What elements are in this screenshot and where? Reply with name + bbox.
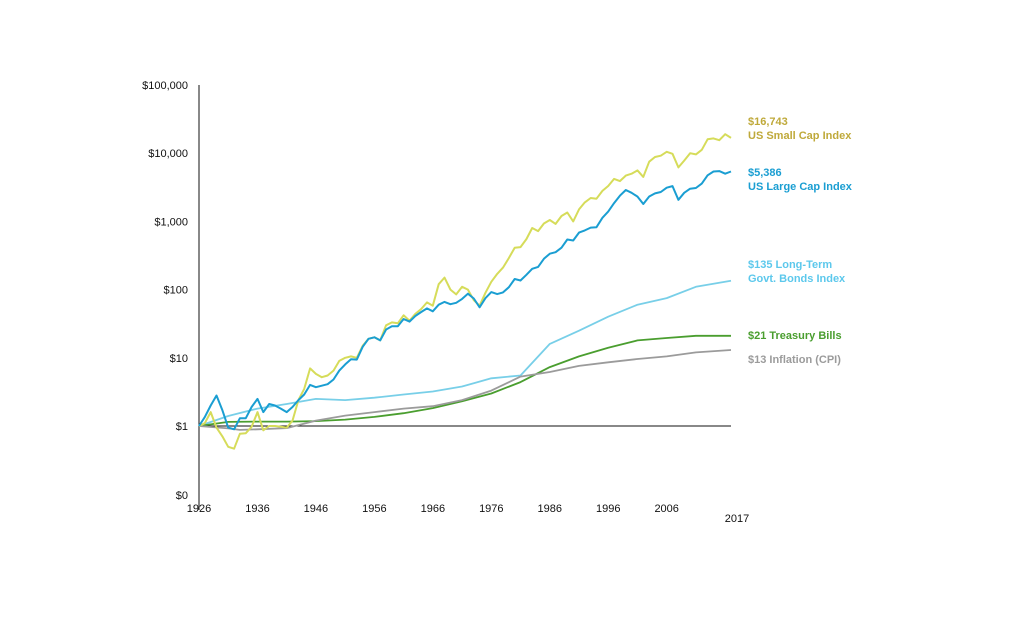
y-tick-label: $0 bbox=[176, 490, 188, 502]
y-tick-label: $10,000 bbox=[148, 148, 188, 160]
x-tick-label: 1956 bbox=[362, 503, 386, 515]
series-line bbox=[198, 279, 732, 427]
x-tick-label: 1996 bbox=[596, 503, 620, 515]
series-label-value: $13 Inflation (CPI) bbox=[748, 354, 841, 366]
y-tick-label: $1 bbox=[176, 421, 188, 433]
series-lines bbox=[198, 133, 732, 450]
x-tick-label: 1966 bbox=[421, 503, 445, 515]
series-line bbox=[198, 334, 731, 427]
x-tick-label: 1946 bbox=[304, 503, 328, 515]
y-tick-label: $1,000 bbox=[154, 216, 188, 228]
series-label-name: US Large Cap Index bbox=[748, 181, 853, 193]
series-label-name: US Small Cap Index bbox=[748, 130, 852, 142]
y-tick-label: $10 bbox=[170, 353, 188, 365]
x-tick-label: 2006 bbox=[654, 503, 678, 515]
series-label-name: Govt. Bonds Index bbox=[748, 273, 846, 285]
y-tick-label: $100 bbox=[164, 285, 188, 297]
series-labels: $16,743 US Small Cap Index $5,386 US Large … bbox=[748, 116, 853, 366]
series-label-value: $16,743 bbox=[748, 116, 788, 128]
x-tick-label: 1936 bbox=[245, 503, 269, 515]
x-axis: 1926 1936 1946 1956 1966 1976 1986 1996 2006 2017 bbox=[187, 503, 749, 525]
series-label-value: $5,386 bbox=[748, 167, 782, 179]
x-tick-label: 2017 bbox=[725, 513, 749, 525]
y-tick-label: $100,000 bbox=[142, 80, 188, 92]
series-label-value: $21 Treasury Bills bbox=[748, 330, 842, 342]
series-line bbox=[198, 349, 732, 431]
x-tick-label: 1926 bbox=[187, 503, 211, 515]
series-label-value: $135 Long-Term bbox=[748, 259, 832, 271]
x-tick-label: 1986 bbox=[538, 503, 562, 515]
x-tick-label: 1976 bbox=[479, 503, 503, 515]
series-line bbox=[198, 170, 732, 431]
series-line bbox=[198, 133, 732, 450]
